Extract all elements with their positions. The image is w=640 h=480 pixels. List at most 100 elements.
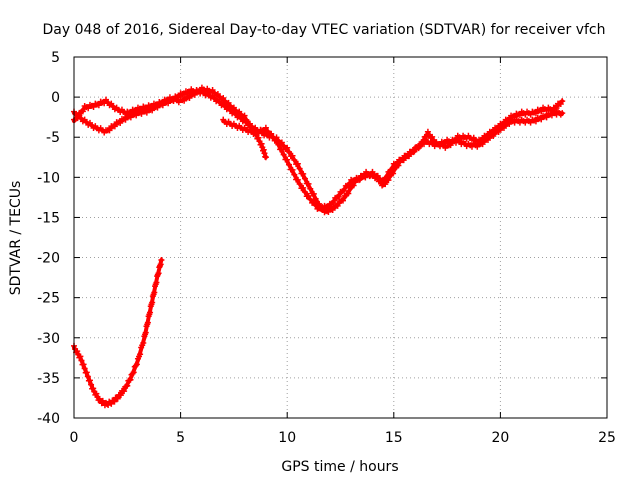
- data-point: [341, 187, 348, 194]
- data-point: [77, 353, 84, 360]
- data-point: [149, 104, 156, 111]
- data-point: [93, 390, 100, 397]
- data-point: [278, 139, 285, 146]
- data-point: [159, 100, 166, 107]
- data-point: [80, 361, 87, 368]
- y-tick-label: -15: [37, 210, 60, 226]
- data-point: [133, 108, 140, 115]
- data-point: [300, 170, 307, 177]
- data-point: [137, 351, 144, 358]
- data-point: [329, 206, 336, 213]
- data-point: [85, 105, 92, 112]
- data-point: [284, 144, 291, 151]
- data-point: [241, 112, 248, 119]
- data-point: [351, 178, 358, 185]
- data-point: [532, 110, 539, 117]
- data-point: [305, 192, 312, 199]
- data-point: [246, 120, 253, 127]
- data-point: [117, 392, 124, 399]
- data-point: [490, 133, 497, 140]
- data-point: [294, 176, 301, 183]
- data-point: [86, 377, 93, 384]
- y-tick-label: -5: [46, 130, 60, 146]
- axis-ticks: 0 5 10 15 20 25 5 0 -5 -10 -15 -20 -25 -30 -35 -40: [37, 50, 616, 446]
- data-point: [225, 99, 232, 106]
- x-tick-label: 0: [70, 430, 79, 446]
- data-point: [543, 114, 550, 121]
- data-point: [280, 142, 287, 149]
- data-point: [301, 175, 308, 182]
- y-tick-label: -10: [37, 170, 60, 186]
- data-point: [479, 141, 486, 148]
- data-point: [522, 111, 529, 118]
- data-point: [399, 157, 406, 164]
- data-point: [300, 184, 307, 191]
- data-point: [312, 195, 319, 202]
- data-point: [325, 204, 332, 211]
- chart-title: Day 048 of 2016, Sidereal Day-to-day VTE…: [42, 22, 605, 38]
- data-point: [275, 141, 282, 148]
- data-point: [268, 130, 275, 137]
- data-point: [90, 385, 97, 392]
- data-point: [330, 199, 337, 206]
- data-point: [191, 91, 198, 98]
- data-point: [532, 118, 539, 125]
- data-point: [296, 181, 303, 188]
- data-point: [538, 108, 545, 115]
- data-point: [273, 136, 280, 143]
- x-tick-label: 10: [278, 430, 296, 446]
- series-3: [71, 84, 269, 161]
- data-point: [147, 309, 154, 316]
- data-point: [345, 190, 352, 197]
- data-point: [90, 104, 97, 111]
- data-point: [81, 365, 88, 372]
- y-tick-label: 5: [51, 50, 60, 66]
- data-point: [158, 256, 165, 263]
- data-point: [278, 146, 285, 153]
- y-tick-label: 0: [51, 90, 60, 106]
- series-trace: [221, 111, 565, 212]
- data-point: [305, 180, 312, 187]
- data-point: [154, 102, 161, 109]
- y-axis-label: SDTVAR / TECUs: [8, 181, 24, 296]
- data-point: [559, 110, 566, 117]
- data-point: [405, 153, 412, 160]
- data-point: [553, 104, 560, 111]
- data-point: [88, 381, 95, 388]
- data-point: [140, 340, 147, 347]
- data-point: [117, 119, 124, 126]
- data-point: [111, 398, 118, 405]
- data-point: [74, 115, 81, 122]
- data-point: [132, 362, 139, 369]
- plot-area-frame: [73, 56, 608, 419]
- data-point: [527, 111, 534, 118]
- data-point: [312, 202, 319, 209]
- data-point: [74, 348, 81, 355]
- data-point: [197, 88, 204, 95]
- data-point: [538, 116, 545, 123]
- data-point: [127, 110, 134, 117]
- data-point: [307, 196, 314, 203]
- x-tick-label: 5: [176, 430, 185, 446]
- data-point: [289, 152, 296, 159]
- data-point: [516, 119, 523, 126]
- data-point: [255, 130, 262, 137]
- data-point: [382, 181, 389, 188]
- data-point: [484, 137, 491, 144]
- data-point: [294, 160, 301, 167]
- data-point: [144, 319, 151, 326]
- data-point: [442, 140, 449, 147]
- data-point: [522, 119, 529, 126]
- data-point: [129, 370, 136, 377]
- data-point: [527, 119, 534, 126]
- data-point: [390, 170, 397, 177]
- data-point: [220, 95, 227, 102]
- data-point: [78, 357, 85, 364]
- data-point: [429, 133, 436, 140]
- data-point: [111, 123, 118, 130]
- data-point: [394, 161, 401, 168]
- data-point: [285, 161, 292, 168]
- data-point: [291, 171, 298, 178]
- data-point: [122, 116, 129, 123]
- data-point: [307, 185, 314, 192]
